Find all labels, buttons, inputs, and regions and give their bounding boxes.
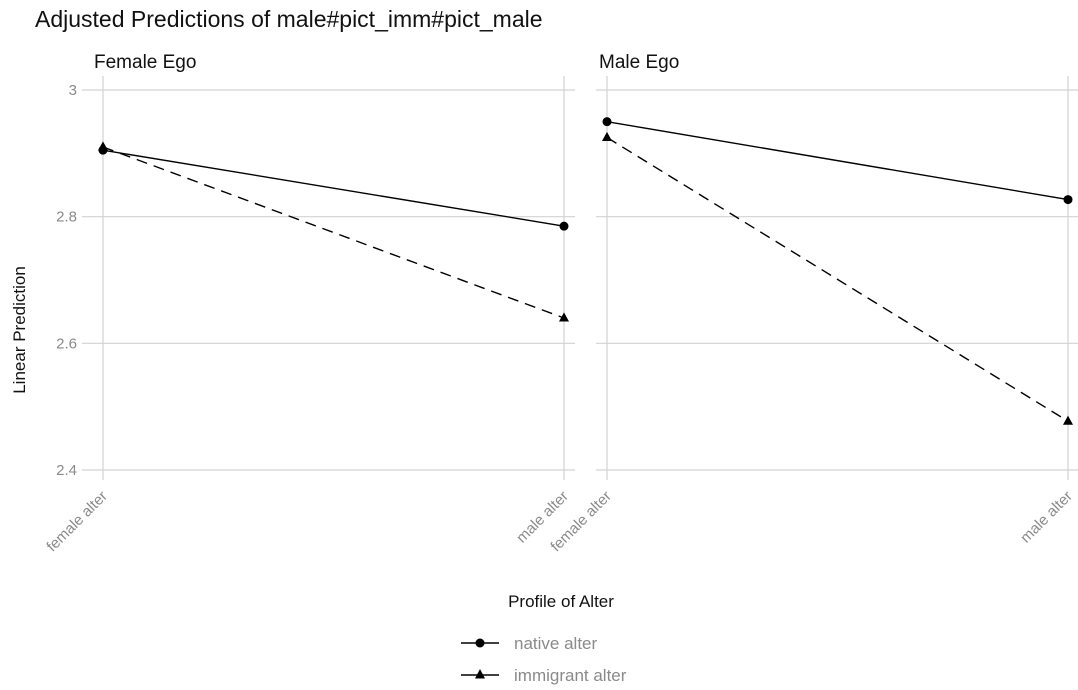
series-line-native [102, 149, 565, 227]
x-axis-label: Profile of Alter [508, 592, 614, 611]
legend-label: immigrant alter [514, 666, 627, 685]
legend-item-native: native alter [461, 634, 597, 653]
data-point-immigrant [602, 131, 612, 141]
panel-title-male-ego: Male Ego [599, 52, 679, 73]
legend-circle-marker [475, 638, 485, 648]
legend-label: native alter [514, 634, 597, 653]
legend: native alter immigrant alter [461, 634, 627, 685]
x-tick-label: female alter [43, 488, 110, 555]
series-line-native [606, 120, 1069, 201]
legend-triangle-marker [475, 669, 485, 679]
data-point-immigrant [1063, 415, 1073, 425]
y-tick-label: 3 [69, 82, 77, 99]
y-tick-label: 2.8 [56, 209, 77, 226]
y-axis-label: Linear Prediction [10, 266, 29, 394]
series-line-immigrant [102, 146, 565, 319]
y-tick-label: 2.6 [56, 335, 77, 352]
legend-item-immigrant: immigrant alter [461, 666, 627, 685]
y-tick-label: 2.4 [56, 462, 77, 479]
x-tick-label: male alter [1017, 488, 1076, 547]
series-line-immigrant [606, 136, 1069, 422]
chart-title: Adjusted Predictions of male#pict_imm#pi… [35, 6, 543, 32]
panel-female-ego: female alter male alter [43, 76, 575, 555]
data-point-native [1063, 195, 1073, 205]
data-point-native [602, 117, 612, 127]
data-point-immigrant [559, 312, 569, 322]
data-point-immigrant [98, 141, 108, 151]
panel-male-ego: female alter male alter [547, 76, 1078, 555]
panel-title-female-ego: Female Ego [94, 52, 196, 73]
data-point-native [559, 221, 569, 231]
